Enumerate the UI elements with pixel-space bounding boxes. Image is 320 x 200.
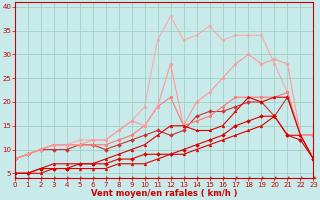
X-axis label: Vent moyen/en rafales ( km/h ): Vent moyen/en rafales ( km/h ) [91, 189, 237, 198]
